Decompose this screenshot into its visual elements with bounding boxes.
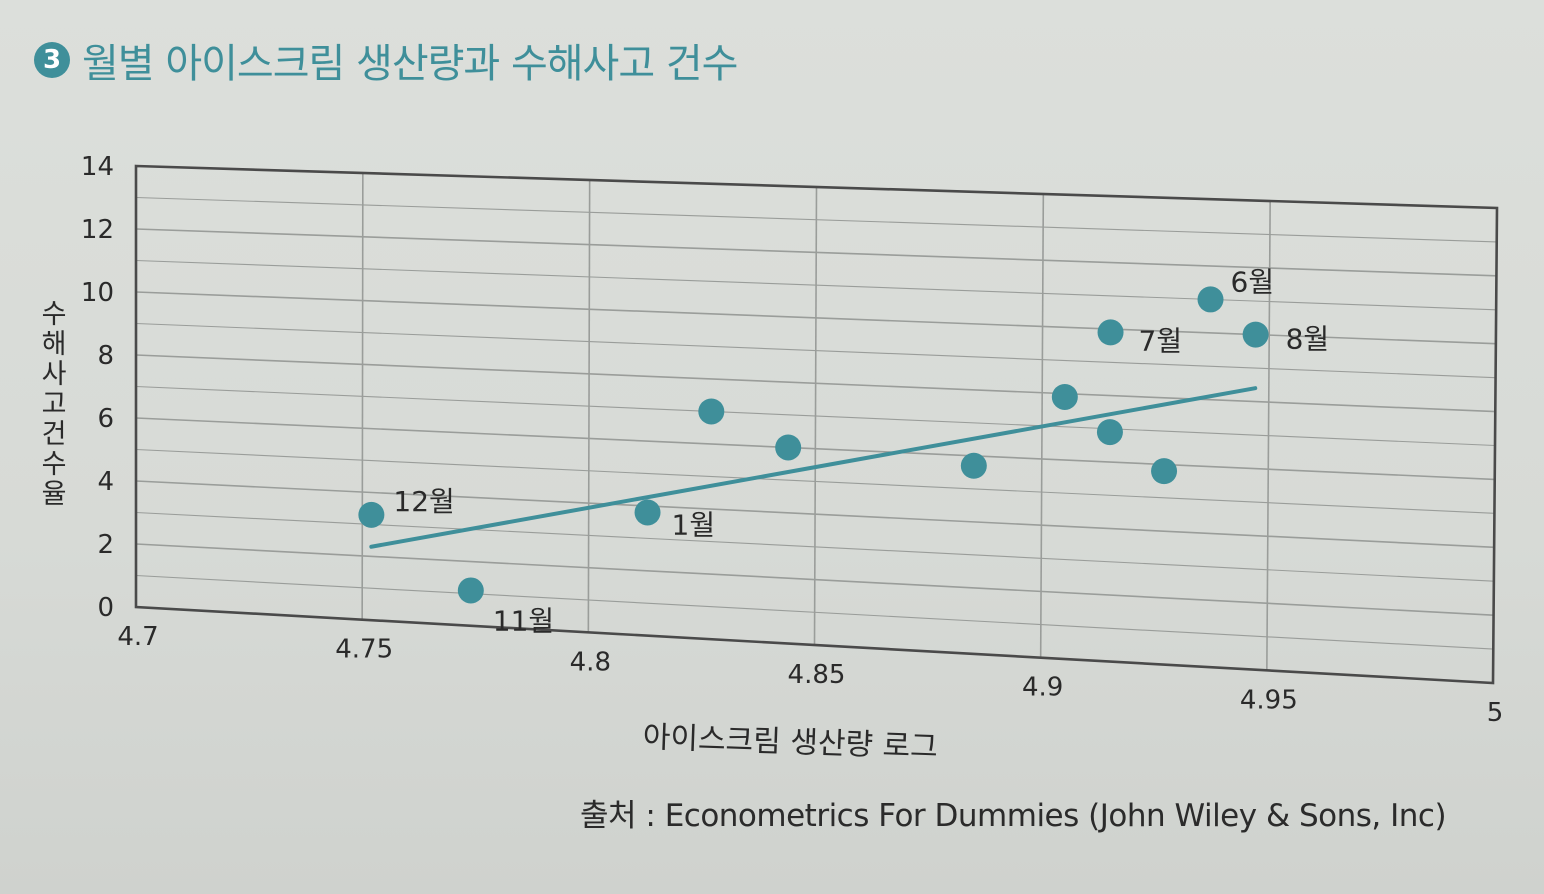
trendline: [369, 386, 1258, 549]
data-point: [1197, 286, 1224, 313]
data-point: [358, 501, 385, 528]
y-axis-label-char: 고: [41, 389, 67, 420]
x-tick-label: 4.95: [1240, 685, 1298, 715]
x-tick-label: 4.7: [117, 622, 158, 652]
data-label: 11월: [493, 604, 554, 637]
x-tick-label: 4.9: [1022, 673, 1063, 703]
y-tick-label: 4: [97, 467, 114, 497]
data-points: [358, 286, 1269, 604]
data-label: 7월: [1139, 324, 1183, 357]
y-tick-label: 6: [97, 404, 114, 434]
data-label: 8월: [1286, 323, 1330, 356]
y-tick-label: 10: [81, 278, 114, 308]
trendline-layer: [369, 386, 1258, 549]
y-axis-label-char: 수: [41, 299, 67, 330]
data-point: [1097, 319, 1124, 346]
y-tick-label: 0: [97, 593, 114, 623]
x-tick-label: 4.85: [788, 660, 846, 690]
y-tick-label: 14: [81, 152, 114, 182]
plot-border: [134, 164, 1499, 685]
x-tick-label: 4.8: [570, 647, 611, 677]
plot-frame: [134, 164, 1499, 685]
v-gridline: [587, 179, 591, 633]
y-tick-label: 8: [97, 341, 114, 371]
data-label: 1월: [672, 508, 716, 541]
x-axis-label: 아이스크림 생산량 로그: [642, 720, 938, 765]
data-point: [1242, 321, 1269, 348]
y-axis-label-char: 율: [41, 479, 67, 510]
grid-lines: [135, 165, 1498, 684]
y-axis-label-char: 건: [41, 419, 67, 450]
data-point: [1051, 383, 1078, 410]
figure-title-text: 월별 아이스크림 생산량과 수해사고 건수: [82, 41, 738, 87]
x-tick-label: 5: [1487, 698, 1504, 728]
data-label: 12월: [393, 485, 454, 518]
v-gridline: [361, 172, 364, 620]
data-point: [1151, 458, 1178, 485]
figure-title: 3 월별 아이스크림 생산량과 수해사고 건수: [34, 30, 738, 90]
y-axis-label-char: 수: [41, 449, 67, 480]
data-point: [1096, 419, 1123, 446]
v-gridline: [1266, 200, 1271, 671]
data-point: [775, 434, 802, 461]
v-gridline: [813, 186, 818, 646]
data-label: 6월: [1231, 265, 1275, 298]
tick-labels: 0 2 4 6 8 10 12 14 4.7 4.75 4.8 4.85 4.9 4.95 5: [81, 152, 1503, 728]
data-labels: 12월 11월 1월 7월 6월 8월: [393, 265, 1329, 637]
y-tick-label: 2: [97, 530, 114, 560]
data-point: [698, 398, 725, 425]
y-tick-label: 12: [81, 215, 114, 245]
y-axis-label-char: 해: [41, 329, 67, 360]
data-point: [457, 577, 484, 604]
data-point: [960, 452, 987, 479]
figure-number-badge: 3: [34, 42, 70, 78]
source-citation: 출처 : Econometrics For Dummies (John Wile…: [580, 798, 1447, 834]
y-axis-label-char: 사: [41, 359, 67, 390]
data-point: [634, 499, 661, 526]
x-tick-label: 4.75: [335, 635, 393, 665]
